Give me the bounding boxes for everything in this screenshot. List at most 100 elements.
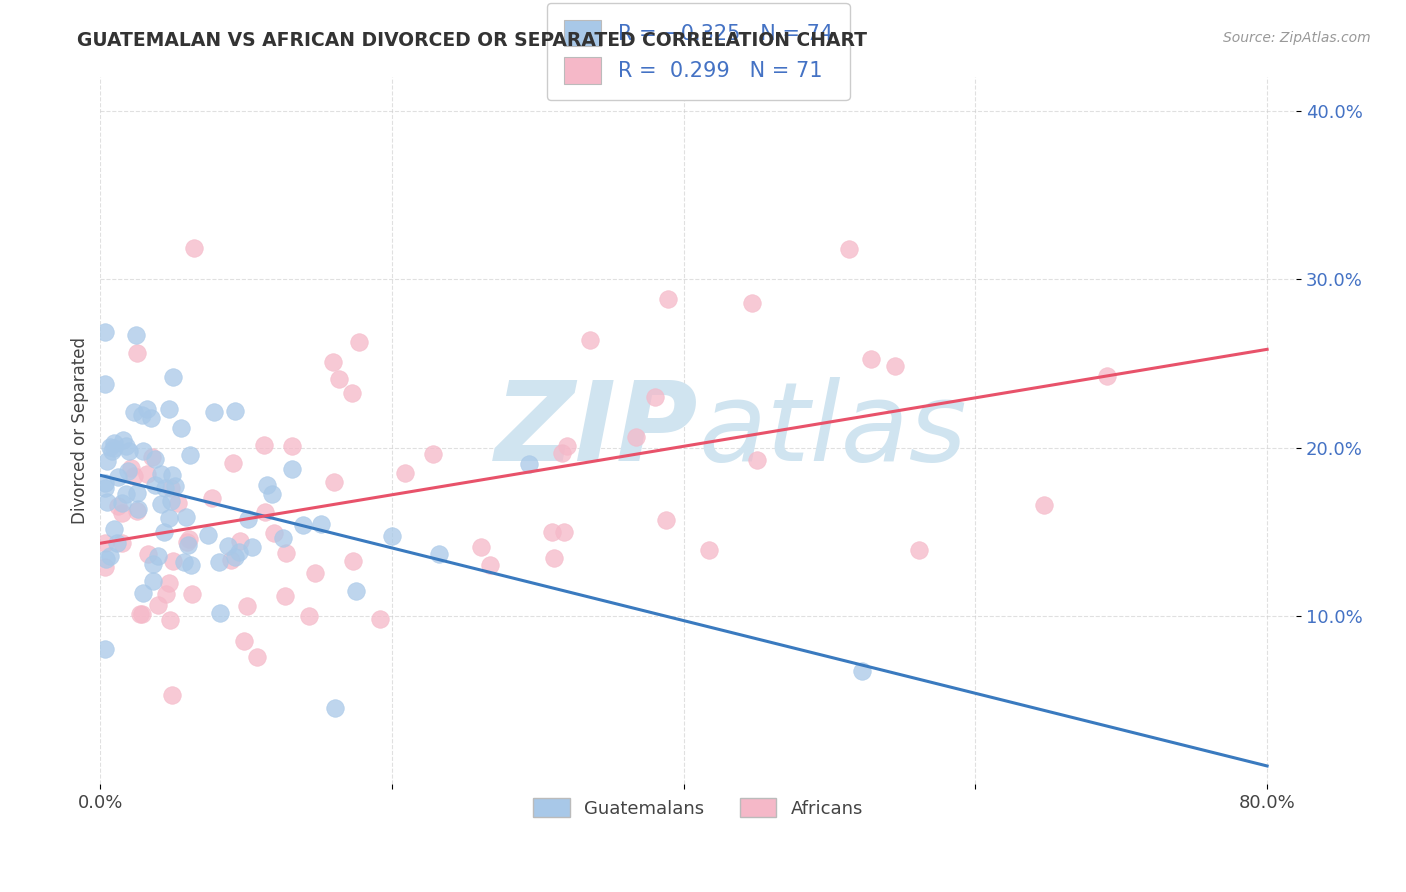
Text: Source: ZipAtlas.com: Source: ZipAtlas.com xyxy=(1223,31,1371,45)
Point xyxy=(224,404,246,418)
Point xyxy=(246,650,269,665)
Point xyxy=(122,405,145,419)
Point xyxy=(224,550,246,565)
Point xyxy=(131,607,153,621)
Point xyxy=(125,486,148,500)
Point xyxy=(540,524,562,539)
Point xyxy=(745,453,768,467)
Point xyxy=(907,543,929,558)
Point xyxy=(160,689,183,703)
Point xyxy=(197,527,219,541)
Point xyxy=(291,517,314,532)
Point xyxy=(111,535,134,549)
Point xyxy=(884,359,907,374)
Point xyxy=(149,467,172,482)
Point xyxy=(176,535,198,549)
Point xyxy=(470,540,492,554)
Point xyxy=(159,494,181,508)
Point xyxy=(93,560,115,574)
Point xyxy=(143,451,166,466)
Point xyxy=(342,554,364,568)
Point xyxy=(202,405,225,419)
Point xyxy=(141,450,163,464)
Point xyxy=(273,531,295,545)
Point xyxy=(103,436,125,450)
Point xyxy=(93,536,115,550)
Point xyxy=(129,607,152,621)
Point xyxy=(157,402,180,417)
Point xyxy=(381,529,404,543)
Point xyxy=(136,401,159,416)
Point xyxy=(236,512,259,526)
Point xyxy=(110,507,132,521)
Point xyxy=(253,505,276,519)
Point xyxy=(222,456,245,470)
Point xyxy=(138,547,160,561)
Point xyxy=(644,390,666,404)
Point xyxy=(838,242,860,256)
Point xyxy=(118,444,141,458)
Point xyxy=(236,599,259,613)
Point xyxy=(93,376,115,391)
Point xyxy=(142,574,165,588)
Point xyxy=(93,475,115,490)
Point xyxy=(174,509,197,524)
Point xyxy=(160,468,183,483)
Point xyxy=(127,502,149,516)
Point xyxy=(256,478,278,492)
Point xyxy=(579,333,602,347)
Point xyxy=(263,525,285,540)
Point xyxy=(274,546,297,560)
Point xyxy=(262,487,284,501)
Point xyxy=(153,481,176,495)
Point xyxy=(143,478,166,492)
Point xyxy=(281,462,304,476)
Point xyxy=(125,328,148,343)
Point xyxy=(240,540,263,554)
Point xyxy=(309,516,332,531)
Point xyxy=(860,351,883,366)
Point xyxy=(132,586,155,600)
Point xyxy=(103,523,125,537)
Point xyxy=(122,469,145,483)
Point xyxy=(146,549,169,563)
Point xyxy=(94,481,117,495)
Point xyxy=(177,538,200,552)
Point xyxy=(157,575,180,590)
Point xyxy=(148,598,170,612)
Point xyxy=(142,558,165,572)
Point xyxy=(93,325,115,339)
Point xyxy=(162,554,184,568)
Point xyxy=(120,461,142,475)
Point xyxy=(115,439,138,453)
Point xyxy=(851,664,873,678)
Point xyxy=(328,372,350,386)
Point xyxy=(370,611,392,625)
Point xyxy=(209,606,232,620)
Point xyxy=(153,524,176,539)
Point xyxy=(98,549,121,564)
Point xyxy=(101,444,124,458)
Point xyxy=(94,551,117,566)
Point xyxy=(304,566,326,580)
Point xyxy=(253,438,276,452)
Point xyxy=(114,486,136,500)
Point xyxy=(157,511,180,525)
Point xyxy=(103,441,125,455)
Point xyxy=(1032,498,1054,512)
Point xyxy=(557,439,579,453)
Legend: Guatemalans, Africans: Guatemalans, Africans xyxy=(526,790,870,825)
Point xyxy=(162,370,184,384)
Text: ZIP: ZIP xyxy=(495,377,699,484)
Point xyxy=(479,558,502,573)
Point xyxy=(655,513,678,527)
Point xyxy=(180,558,202,572)
Point xyxy=(139,411,162,425)
Point xyxy=(201,491,224,505)
Point xyxy=(179,449,201,463)
Point xyxy=(219,553,242,567)
Point xyxy=(347,335,370,350)
Point xyxy=(173,555,195,569)
Point xyxy=(697,542,720,557)
Point xyxy=(111,495,134,509)
